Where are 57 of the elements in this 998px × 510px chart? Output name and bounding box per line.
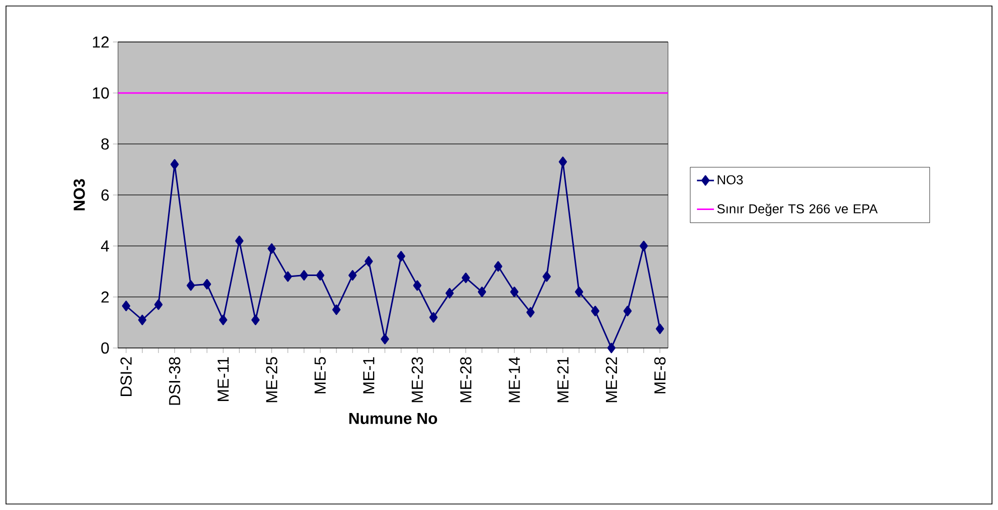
point <box>413 280 422 291</box>
point <box>316 270 324 281</box>
point <box>138 314 146 326</box>
point <box>284 271 292 282</box>
y-tick-label: 8 <box>101 138 109 150</box>
point <box>526 307 535 318</box>
point <box>170 159 179 170</box>
point <box>219 314 228 326</box>
y-tick-label: 2 <box>101 291 109 303</box>
x-tick-label: ME-22 <box>606 357 617 402</box>
x-tick-label: ME-5 <box>314 357 326 394</box>
point <box>591 306 600 316</box>
point <box>348 270 357 281</box>
x-tick-label: ME-21 <box>557 357 568 402</box>
x-tick-label: DSI-2 <box>120 357 132 396</box>
y-tick-label: 12 <box>92 36 109 48</box>
point <box>300 270 308 281</box>
x-tick-label: ME-14 <box>508 356 520 402</box>
point <box>623 306 632 316</box>
y-tick-label: 0 <box>101 342 109 354</box>
x-tick-label: ME-1 <box>363 357 374 394</box>
point <box>251 314 260 326</box>
point <box>429 312 438 323</box>
point <box>607 342 616 354</box>
point <box>122 300 130 312</box>
y-tick-label: 10 <box>92 87 109 99</box>
point <box>574 286 584 298</box>
point <box>656 324 664 334</box>
y-axis-title: NO3 <box>74 179 85 210</box>
x-axis-title: Numune No <box>349 412 438 424</box>
point <box>154 299 163 310</box>
x-tick-label: ME-23 <box>412 357 423 402</box>
point <box>364 256 373 267</box>
point <box>446 288 454 298</box>
x-tick-label: ME-8 <box>654 357 666 394</box>
x-tick-label: ME-11 <box>218 357 229 401</box>
legend-label: NO3 <box>718 175 743 184</box>
point <box>478 286 486 298</box>
point <box>268 243 276 254</box>
point <box>640 240 648 252</box>
point <box>494 261 502 272</box>
point <box>380 334 390 344</box>
point <box>542 271 551 282</box>
point <box>396 250 406 262</box>
point <box>202 278 212 290</box>
point <box>332 304 341 315</box>
legend-label: Sınır Değer TS 266 ve EPA <box>717 204 878 216</box>
x-tick-label: DSI-38 <box>168 357 180 405</box>
point <box>510 286 518 298</box>
x-tick-label: ME-25 <box>266 357 278 402</box>
point <box>235 236 244 246</box>
x-tick-label: ME-28 <box>460 357 472 402</box>
y-tick-label: 4 <box>100 240 110 252</box>
point <box>558 156 567 168</box>
point <box>462 272 470 284</box>
point <box>186 280 195 291</box>
y-tick-label: 6 <box>101 189 109 201</box>
